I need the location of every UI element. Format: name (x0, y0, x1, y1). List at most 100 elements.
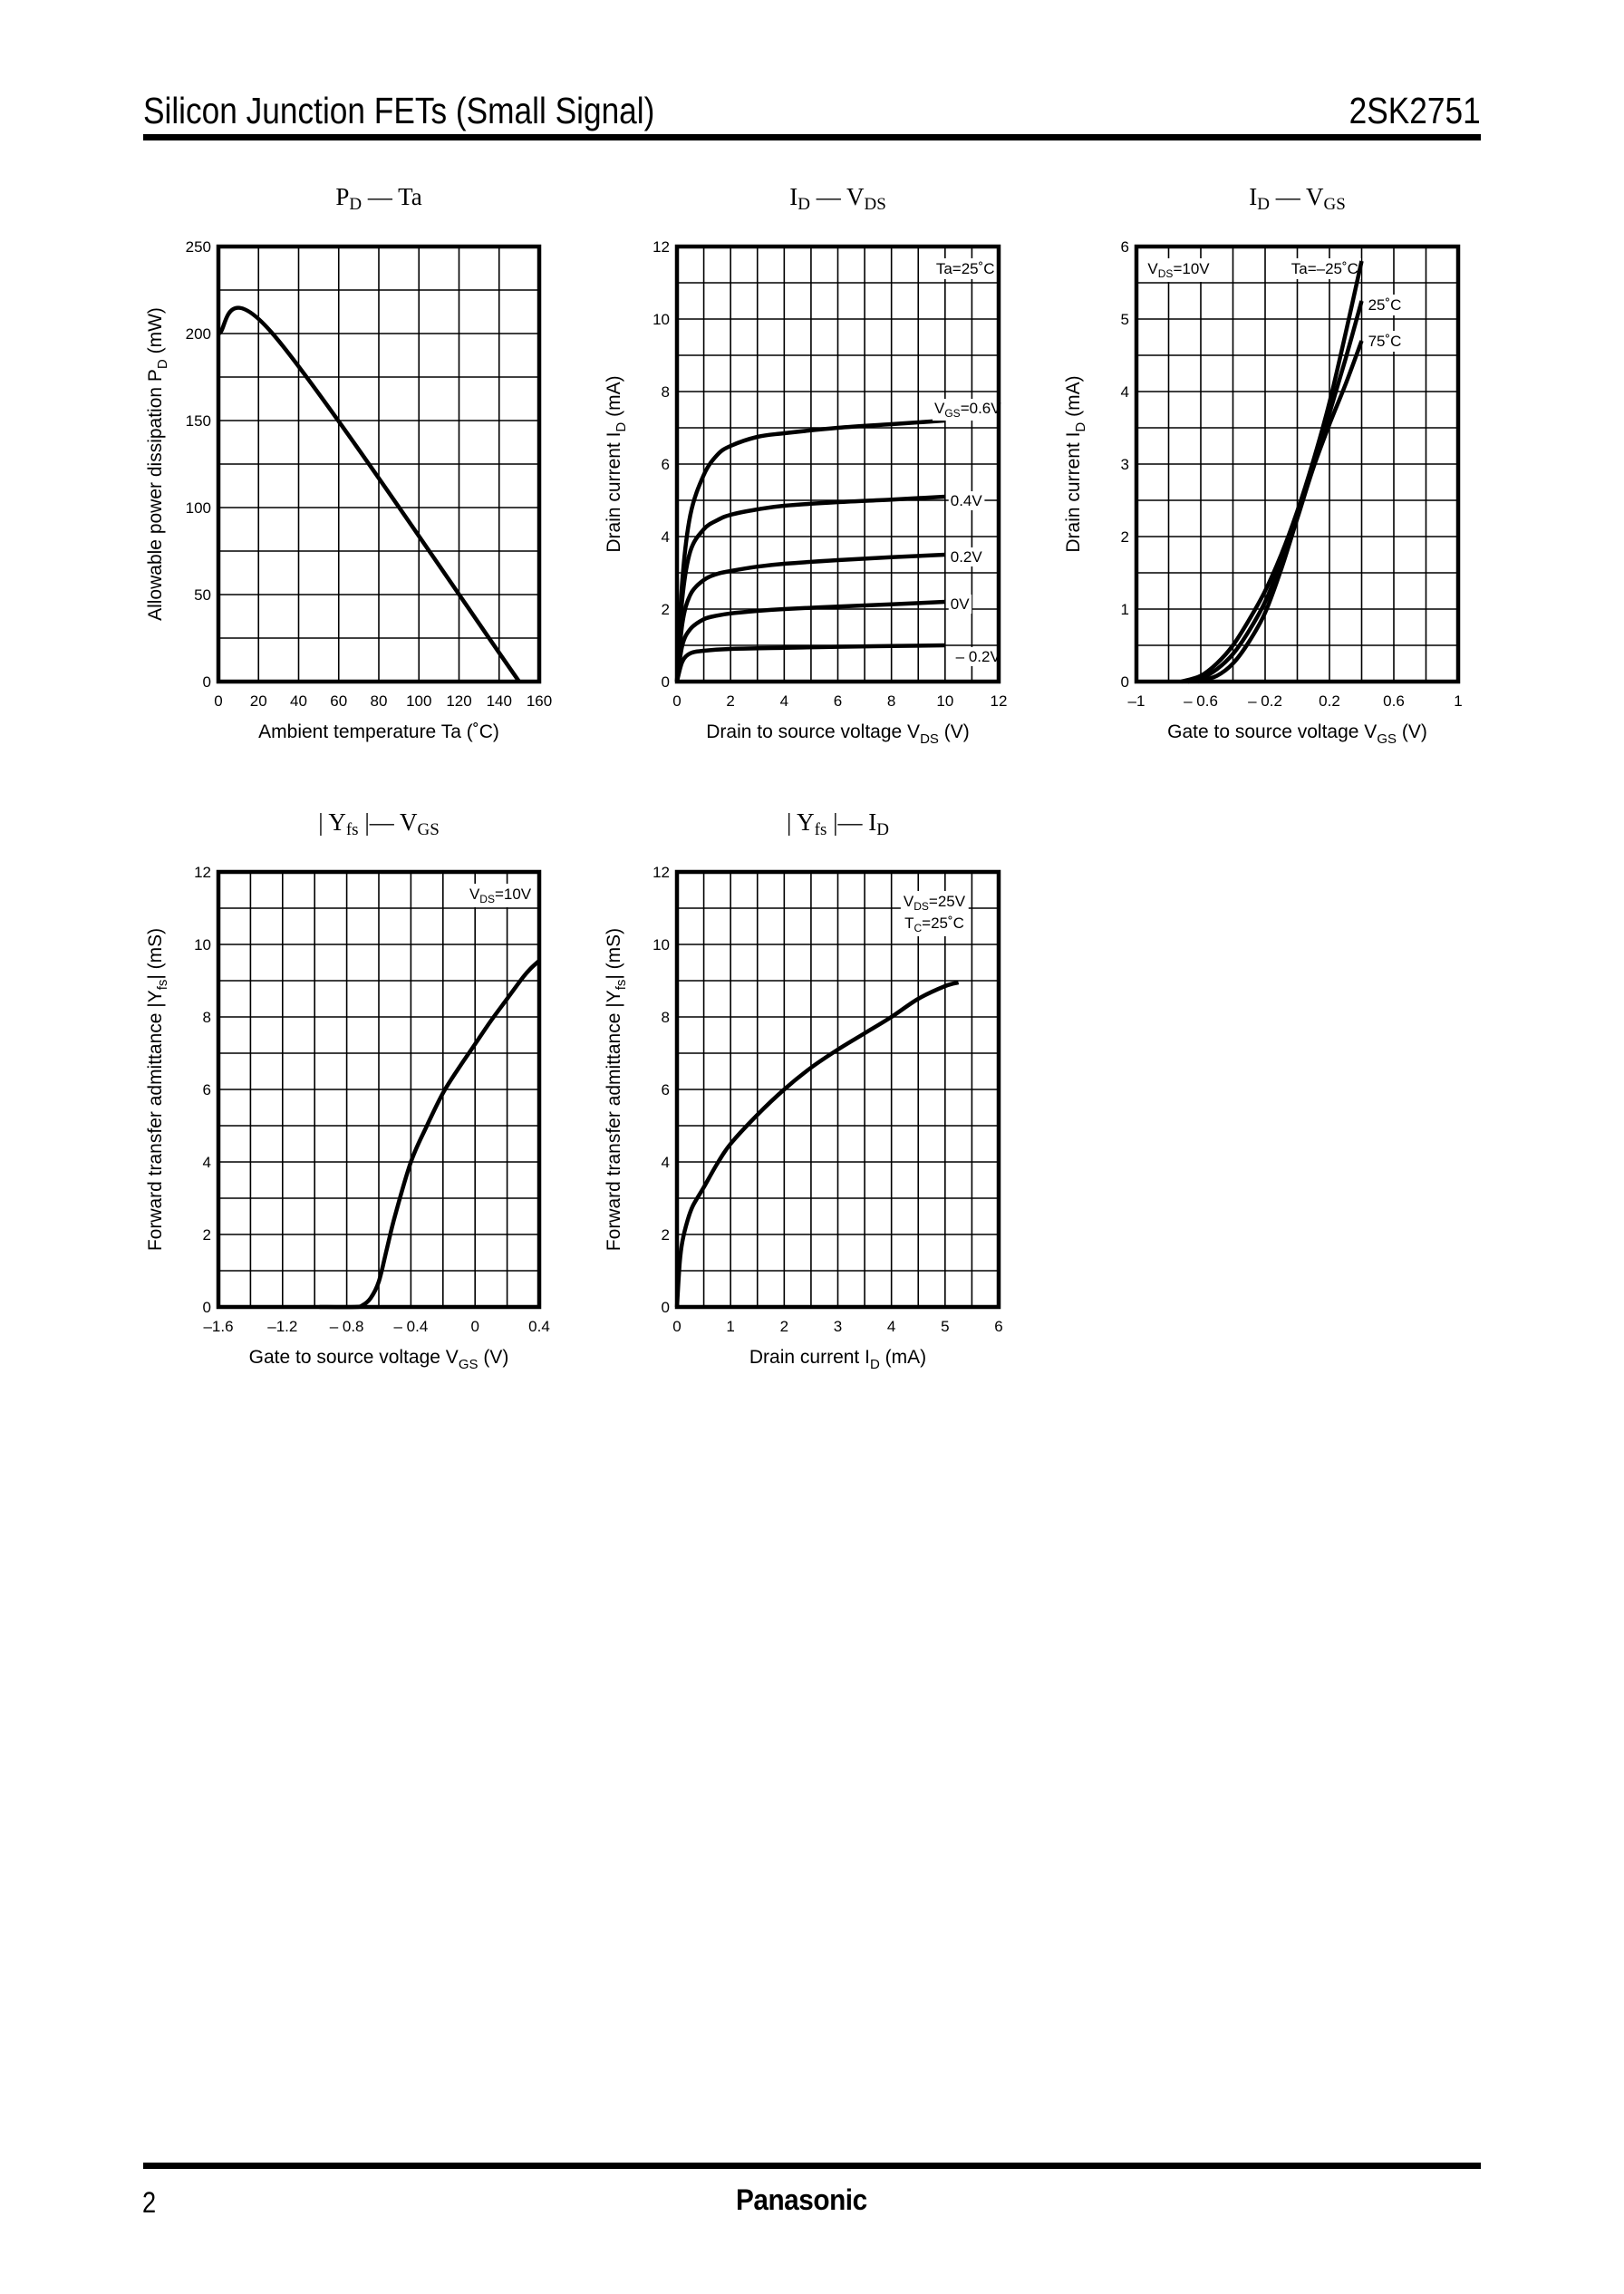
x-axis-label: Drain to source voltage VDS (V) (706, 721, 969, 747)
data-series-line (674, 980, 960, 1308)
x-tick-label: 0.2 (1319, 692, 1340, 710)
x-axis-label: Ambient temperature Ta (˚C) (258, 721, 499, 742)
x-tick-label: – 0.4 (393, 1318, 428, 1335)
chart-title: ID — VDS (789, 183, 886, 214)
data-series-line (674, 418, 945, 682)
y-tick-label: 2 (1121, 528, 1129, 546)
x-tick-label: 2 (726, 692, 734, 710)
grid-lines (218, 872, 539, 1307)
chart-annotation: VDS=10V (1147, 260, 1210, 280)
x-tick-label: 5 (941, 1318, 949, 1335)
data-series-line (674, 552, 945, 682)
chart-title: | Yfs |— ID (787, 808, 889, 839)
x-tick-label: 4 (887, 1318, 895, 1335)
y-tick-label: 0 (203, 673, 211, 691)
x-tick-label: 3 (834, 1318, 842, 1335)
y-tick-label: 8 (662, 383, 670, 401)
plot-frame (216, 244, 542, 684)
x-tick-label: 80 (371, 692, 388, 710)
plot-frame (216, 869, 542, 1310)
chart-annotation: Ta=25˚C (936, 260, 995, 277)
x-tick-label: –1 (1128, 692, 1146, 710)
part-number: 2SK2751 (1348, 90, 1481, 131)
page-number: 2 (142, 2186, 157, 2219)
x-tick-label: 0.4 (528, 1318, 550, 1335)
chart-annotation: 25˚C (1368, 296, 1402, 314)
y-tick-label: 2 (203, 1226, 211, 1244)
y-tick-label: 0 (203, 1299, 211, 1316)
chart-annotation: Ta=–25˚C (1291, 260, 1358, 277)
chart-pd-ta: PD — Ta 0 20 40 60 80 100 120 140 160 0 50 100 150 200… (145, 183, 552, 742)
y-tick-label: 12 (652, 864, 670, 881)
x-tick-label: 1 (1454, 692, 1462, 710)
y-tick-label: 3 (1121, 456, 1129, 473)
x-tick-label: 0.6 (1383, 692, 1405, 710)
x-tick-label: 8 (887, 692, 895, 710)
y-tick-label: 6 (1121, 238, 1129, 256)
x-tick-label: 10 (936, 692, 953, 710)
x-tick-label: 0 (672, 692, 681, 710)
x-tick-label: – 0.8 (330, 1318, 364, 1335)
x-tick-label: 60 (330, 692, 347, 710)
series-label: VGS=0.6V (934, 400, 1001, 420)
y-axis-label: Forward transfer admittance |Yfs| (mS) (604, 928, 629, 1251)
x-tick-label: 0 (672, 1318, 681, 1335)
data-series-line (319, 959, 541, 1310)
y-tick-label: 0 (1121, 673, 1129, 691)
y-tick-label: 12 (652, 238, 670, 256)
series-label: 0V (951, 595, 970, 613)
data-series-line (674, 599, 945, 682)
x-tick-label: 1 (726, 1318, 734, 1335)
header-rule (143, 134, 1481, 140)
y-tick-label: 1 (1121, 601, 1129, 618)
data-series-line (674, 643, 945, 682)
chart-title: | Yfs |— VGS (318, 808, 440, 839)
data-series-line (674, 494, 945, 682)
x-tick-label: 100 (406, 692, 431, 710)
y-tick-label: 5 (1121, 311, 1129, 328)
y-axis-label: Forward transfer admittance |Yfs| (mS) (145, 928, 170, 1251)
x-tick-label: 40 (290, 692, 307, 710)
page-title: Silicon Junction FETs (Small Signal) (143, 90, 655, 131)
chart-annotation: TC=25˚C (904, 915, 964, 934)
x-tick-label: 160 (527, 692, 552, 710)
x-axis-label: Drain current ID (mA) (749, 1347, 926, 1372)
data-series-line (1181, 260, 1364, 684)
y-axis-label: Allowable power dissipation PD (mW) (145, 307, 170, 621)
chart-title: ID — VGS (1249, 183, 1346, 214)
y-tick-label: 4 (203, 1154, 211, 1171)
y-tick-label: 200 (186, 325, 211, 343)
y-tick-label: 10 (652, 936, 670, 953)
y-tick-label: 8 (203, 1009, 211, 1026)
data-series-line (1196, 340, 1364, 684)
data-series-line (1187, 300, 1364, 684)
y-tick-label: 8 (662, 1009, 670, 1026)
series-label: 0.2V (951, 548, 983, 566)
series-label: 0.4V (951, 492, 983, 509)
chart-id-vgs: ID — VGS VDS=10V Ta=–25˚C 25˚C 75˚C –1 – 0.6 – … (1063, 183, 1463, 747)
y-tick-label: 4 (1121, 383, 1129, 401)
chart-annotation: VDS=25V (904, 893, 966, 913)
data-series-line (217, 305, 521, 683)
plot-frame (674, 244, 1001, 684)
y-tick-label: 4 (662, 1154, 670, 1171)
chart-title: PD — Ta (335, 183, 421, 214)
y-tick-label: 4 (662, 528, 670, 546)
y-tick-label: 2 (662, 601, 670, 618)
x-tick-label: 6 (994, 1318, 1002, 1335)
x-tick-label: – 0.2 (1248, 692, 1282, 710)
y-tick-label: 2 (662, 1226, 670, 1244)
y-tick-label: 6 (662, 1081, 670, 1099)
x-tick-label: 0 (214, 692, 222, 710)
chart-id-vds: ID — VDS Ta=25˚C VGS=0.6V 0.4V 0.2V 0V – 0.2V 0… (604, 183, 1007, 747)
x-axis-label: Gate to source voltage VGS (V) (249, 1347, 509, 1372)
x-tick-label: 2 (780, 1318, 788, 1335)
y-tick-label: 6 (662, 456, 670, 473)
plot-frame (674, 869, 1001, 1310)
x-tick-label: – 0.6 (1184, 692, 1218, 710)
grid-lines (1136, 247, 1458, 682)
x-tick-label: 120 (446, 692, 471, 710)
y-tick-label: 12 (194, 864, 211, 881)
